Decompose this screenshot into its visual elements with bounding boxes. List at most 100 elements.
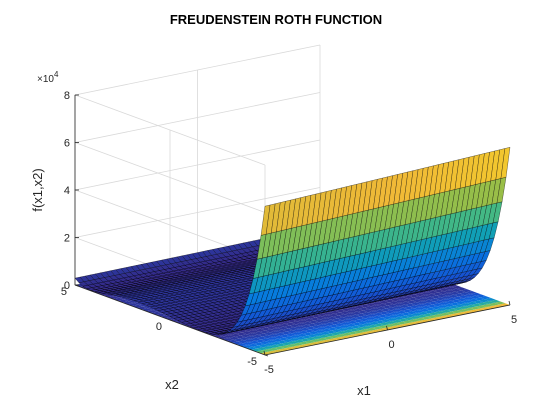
floor-cell xyxy=(402,320,414,324)
floor-cell xyxy=(345,323,357,327)
floor-cell xyxy=(297,320,308,323)
z-tick-label: 2 xyxy=(64,233,70,245)
floor-cell xyxy=(237,340,249,344)
floor-cell xyxy=(409,305,421,309)
floor-cell xyxy=(261,338,272,342)
floor-cell xyxy=(271,328,283,331)
floor-cell xyxy=(380,319,392,323)
floor-cell xyxy=(323,322,335,326)
z-tick-label: 6 xyxy=(64,138,70,150)
floor-cell xyxy=(457,298,468,302)
x-tick-label: 5 xyxy=(511,314,517,326)
floor-cell xyxy=(325,330,337,334)
floor-cell xyxy=(379,322,391,326)
floor-cell xyxy=(320,318,332,321)
floor-cell xyxy=(263,346,274,349)
floor-cell xyxy=(334,323,346,327)
floor-cell xyxy=(401,298,413,302)
floor-cell xyxy=(370,305,382,308)
floor-cell xyxy=(433,300,445,304)
floor-cell xyxy=(393,316,404,320)
floor-cell xyxy=(452,307,464,311)
floor-cell xyxy=(412,310,424,313)
floor-cell xyxy=(404,303,416,307)
floor-cell xyxy=(383,313,395,317)
floor-cell xyxy=(378,300,389,304)
svg-text:×104: ×104 xyxy=(37,70,59,85)
floor-cell xyxy=(469,295,481,299)
floor-cell xyxy=(430,295,442,299)
floor-cell xyxy=(314,319,325,323)
floor-cell xyxy=(410,316,421,319)
floor-cell xyxy=(365,317,376,320)
floor-cell xyxy=(435,308,447,311)
floor-cell xyxy=(269,344,280,348)
floor-cell xyxy=(420,305,432,309)
y-tick-mark xyxy=(74,284,79,287)
floor-cell xyxy=(414,307,425,310)
floor-cell xyxy=(402,295,414,299)
floor-cell xyxy=(263,332,275,336)
floor-cell xyxy=(327,327,338,331)
floor-cell xyxy=(436,294,448,298)
floor-cell xyxy=(488,302,500,306)
floor-cell xyxy=(264,343,276,346)
floor-cell xyxy=(280,331,292,335)
floor-cell xyxy=(400,312,412,316)
y-tick-mark xyxy=(264,354,269,357)
floor-cell xyxy=(272,325,284,328)
floor-cell xyxy=(448,305,459,309)
floor-cell xyxy=(448,291,460,295)
floor-cell xyxy=(351,322,363,326)
floor-cell xyxy=(444,300,456,304)
x-tick-mark xyxy=(386,325,388,331)
floor-cell xyxy=(447,294,459,298)
floor-cell xyxy=(292,318,304,322)
floor-cell xyxy=(361,312,373,316)
floor-cell xyxy=(358,307,370,311)
floor-cell xyxy=(445,311,457,315)
floor-cell xyxy=(455,290,466,294)
floor-cell xyxy=(335,309,347,313)
floor-cell xyxy=(233,338,244,342)
floor-cell xyxy=(303,329,315,333)
z-tick-label: 8 xyxy=(64,90,70,102)
floor-cell xyxy=(260,327,272,331)
floor-cell xyxy=(311,325,323,329)
floor-cell xyxy=(251,334,263,338)
floor-cell xyxy=(329,335,340,339)
floor-cell xyxy=(327,313,339,317)
floor-cell xyxy=(399,301,411,305)
z-tick-label: 4 xyxy=(64,185,70,197)
floor-cell xyxy=(460,303,472,306)
floor-cell xyxy=(256,336,268,340)
floor-cell xyxy=(378,325,389,329)
floor-cell xyxy=(354,316,366,320)
floor-cell xyxy=(313,333,325,336)
floor-cell xyxy=(406,300,417,304)
floor-cell xyxy=(366,314,378,317)
floor-cell xyxy=(274,322,285,325)
floor-cell xyxy=(276,340,288,344)
floor-cell xyxy=(444,290,455,293)
floor-cell xyxy=(317,324,329,327)
floor-cell xyxy=(397,318,409,322)
floor-cell xyxy=(338,314,350,318)
floor-cell xyxy=(332,315,344,319)
floor-cell xyxy=(250,337,261,341)
floor-cell xyxy=(418,298,430,301)
floor-cell xyxy=(431,292,443,296)
floor-cell xyxy=(421,302,433,306)
y-tick-label: -5 xyxy=(247,356,257,368)
surface-mesh xyxy=(74,147,511,335)
floor-cell xyxy=(235,332,247,336)
floor-cell xyxy=(469,306,481,310)
floor-cell xyxy=(459,292,471,296)
floor-cell xyxy=(280,320,291,324)
floor-cell xyxy=(463,307,475,311)
floor-cell xyxy=(282,328,293,332)
floor-cell xyxy=(360,315,372,319)
